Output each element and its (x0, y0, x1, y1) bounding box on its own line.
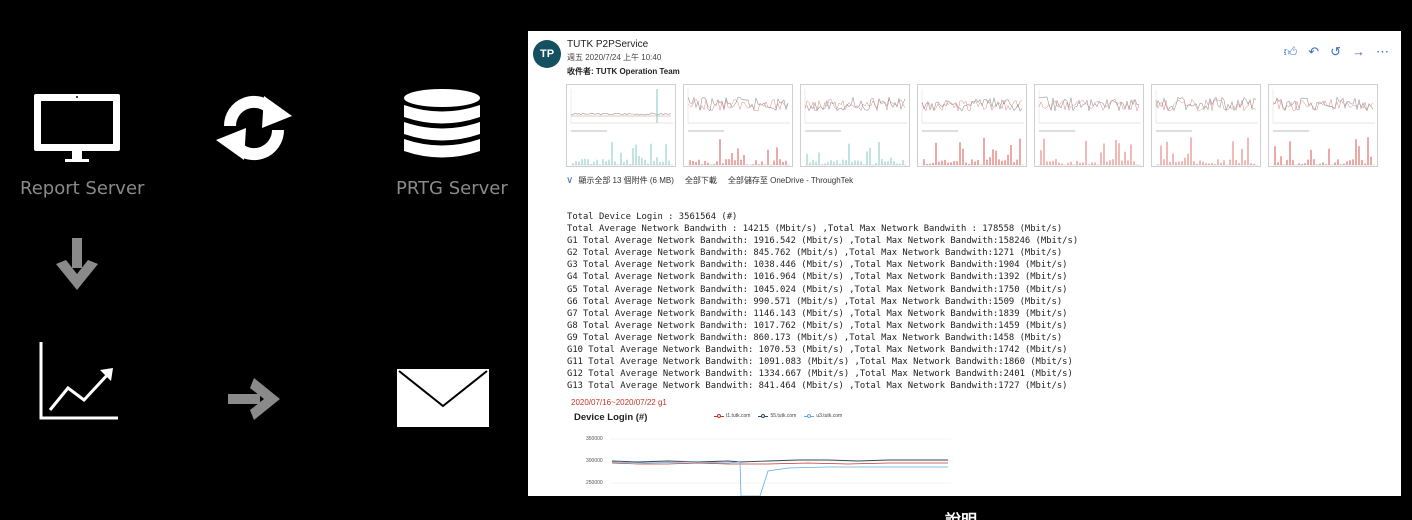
body-line: G10 Total Average Network Bandwith: 1070… (567, 345, 1068, 356)
flow-arrow-down (54, 236, 100, 292)
body-line: G6 Total Average Network Bandwith: 990.5… (567, 296, 1063, 307)
like-icon[interactable]: 👍︎ (1283, 44, 1298, 59)
attachment-thumbnail[interactable] (1034, 84, 1144, 167)
monitor-icon (34, 94, 120, 162)
save-all-onedrive-link[interactable]: 全部儲存至 OneDrive - ThroughTek (727, 176, 854, 185)
legend-label: t1.tutk.com (726, 413, 751, 419)
attachment-thumbnail[interactable] (1151, 84, 1261, 167)
legend-label: u3.tutk.com (816, 413, 843, 419)
reply-all-icon[interactable]: ↺ (1330, 44, 1341, 59)
refresh-cycle-icon (216, 95, 292, 161)
y-tick-label: 250000 (586, 480, 603, 486)
more-icon[interactable]: ⋯ (1376, 44, 1389, 59)
sent-date: 週五 2020/7/24 上午 10:40 (567, 53, 662, 62)
arrow-right-icon (228, 378, 280, 420)
legend-item: u3.tutk.com (804, 413, 842, 419)
reply-icon[interactable]: ↶ (1308, 44, 1320, 59)
forward-icon[interactable]: → (1352, 44, 1365, 59)
message-actions: 👍︎ ↶ ↺ → ⋯ (1284, 45, 1389, 58)
chevron-down-icon[interactable]: ∨ (566, 175, 574, 186)
attachment-thumbnails (566, 84, 1378, 167)
email-message-panel: TP TUTK P2PService 週五 2020/7/24 上午 10:40… (528, 31, 1401, 496)
avatar[interactable]: TP (533, 40, 561, 68)
y-tick-label: 350000 (586, 436, 603, 442)
legend-item: t1.tutk.com (714, 413, 750, 419)
recipients-value[interactable]: TUTK Operation Team (595, 67, 680, 76)
report-server-node: Report Server (20, 90, 144, 200)
report-chart-node (38, 340, 120, 422)
attachment-thumbnail[interactable] (917, 84, 1027, 167)
series-line-u3 (611, 461, 948, 496)
legend-item: 55.tutk.com (758, 413, 796, 419)
recipients-label: 收件者: (567, 67, 594, 76)
attachment-thumbnail[interactable] (566, 84, 676, 167)
body-line: G3 Total Average Network Bandwith: 1038.… (567, 260, 1068, 271)
body-line: Total Average Network Bandwith : 14215 (… (567, 224, 1063, 235)
body-line: G9 Total Average Network Bandwith: 860.1… (567, 332, 1063, 343)
database-icon (404, 89, 480, 158)
body-line: G2 Total Average Network Bandwith: 845.7… (567, 248, 1063, 259)
body-line: G11 Total Average Network Bandwith: 1091… (567, 357, 1073, 368)
line-chart-icon (39, 342, 118, 420)
body-line: G4 Total Average Network Bandwith: 1016.… (567, 272, 1068, 283)
legend-label: 55.tutk.com (770, 413, 797, 419)
chart-legend: t1.tutk.com 55.tutk.com u3.tutk.com (714, 413, 842, 419)
series-line-55 (611, 459, 948, 463)
body-line: G7 Total Average Network Bandwith: 1146.… (567, 308, 1068, 319)
attachment-thumbnail[interactable] (800, 84, 910, 167)
show-all-attachments-link[interactable]: 顯示全部 13 個附件 (6 MB) (578, 176, 674, 185)
report-date-range: 2020/07/16~2020/07/22 g1 (571, 398, 667, 407)
chart-title: Device Login (#) (574, 412, 648, 423)
attachment-bar: ∨ 顯示全部 13 個附件 (6 MB) 全部下載 全部儲存至 OneDrive… (566, 175, 853, 186)
legend-marker (714, 413, 724, 418)
sender-name[interactable]: TUTK P2PService (567, 39, 649, 50)
body-line: G8 Total Average Network Bandwith: 1017.… (567, 320, 1068, 331)
series-line-t1 (611, 462, 948, 465)
attachment-thumbnail[interactable] (683, 84, 793, 167)
message-body: Total Device Login : 3561564 (#) Total Av… (567, 211, 1078, 392)
prtg-server-node: PRTG Server (395, 88, 511, 200)
body-line: G13 Total Average Network Bandwith: 841.… (567, 381, 1068, 392)
caption: 說明 (945, 507, 977, 520)
body-line: G5 Total Average Network Bandwith: 1045.… (567, 284, 1068, 295)
legend-marker (804, 413, 815, 418)
body-line: Total Device Login : 3561564 (#) (567, 212, 738, 222)
envelope-icon (397, 369, 489, 427)
body-line: G12 Total Average Network Bandwith: 1334… (567, 369, 1073, 380)
attachment-thumbnail[interactable] (1268, 84, 1378, 167)
y-tick-label: 300000 (586, 458, 603, 464)
prtg-server-label: PRTG Server (396, 178, 508, 199)
body-line: G1 Total Average Network Bandwith: 1916.… (567, 236, 1079, 247)
report-server-label: Report Server (20, 178, 145, 199)
legend-marker (758, 413, 769, 418)
arrow-down-icon (56, 238, 98, 290)
download-all-link[interactable]: 全部下載 (684, 176, 717, 185)
recipients-line: 收件者: TUTK Operation Team (567, 66, 680, 77)
flow-arrow-right (226, 376, 282, 422)
sync-node (208, 92, 300, 164)
email-node (396, 368, 490, 428)
